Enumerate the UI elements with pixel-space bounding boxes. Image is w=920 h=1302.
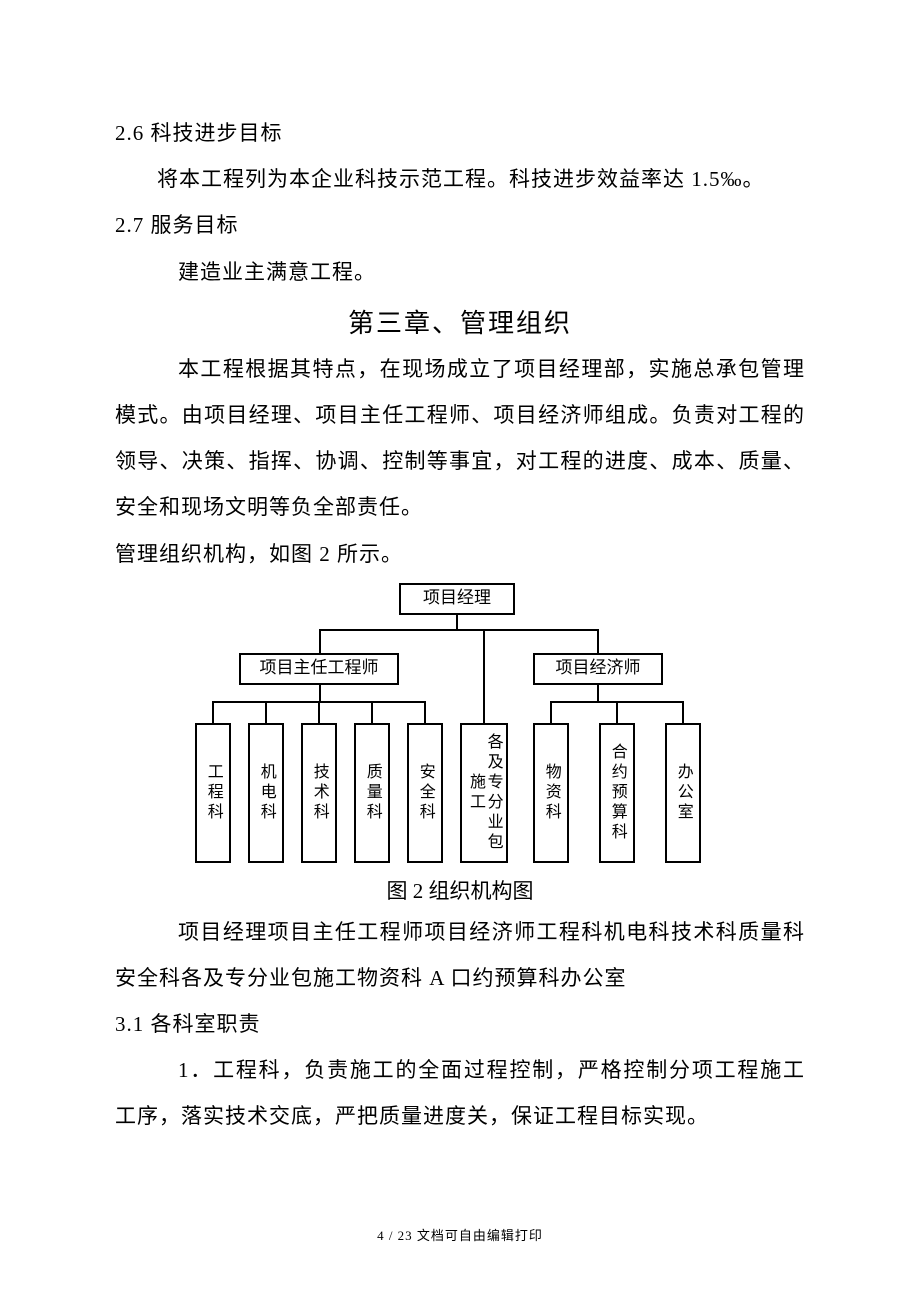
org-connector-14 <box>550 701 552 723</box>
org-connector-11 <box>483 629 485 723</box>
section-3-1-item-1: 1．工程科，负责施工的全面过程控制，严格控制分项工程施工工序，落实技术交底，严把… <box>115 1047 805 1139</box>
org-node-l1: 机电科 <box>248 723 284 863</box>
org-node-l4: 安全科 <box>407 723 443 863</box>
figure-2-caption: 图 2 组织机构图 <box>115 875 805 905</box>
org-connector-15 <box>616 701 618 723</box>
org-connector-8 <box>318 701 320 723</box>
page-footer: 4 / 23 文档可自由编辑打印 <box>0 1225 920 1244</box>
section-2-6-body: 将本工程列为本企业科技示范工程。科技进步效益率达 1.5‰。 <box>115 156 805 202</box>
org-node-right: 项目经济师 <box>533 653 663 685</box>
org-connector-7 <box>265 701 267 723</box>
section-3-1-title: 3.1 各科室职责 <box>115 1001 805 1047</box>
org-connector-4 <box>319 685 321 701</box>
org-node-left: 项目主任工程师 <box>239 653 399 685</box>
section-2-7-title: 2.7 服务目标 <box>115 202 805 248</box>
org-connector-10 <box>424 701 426 723</box>
chapter-3-para-3: 项目经理项目主任工程师项目经济师工程科机电科技术科质量科安全科各及专分业包施工物… <box>115 909 805 1001</box>
section-2-7-body: 建造业主满意工程。 <box>115 249 805 295</box>
org-node-l8: 办公室 <box>665 723 701 863</box>
chapter-3-para-2: 管理组织机构，如图 2 所示。 <box>115 531 805 577</box>
org-connector-2 <box>319 629 321 653</box>
org-node-l0: 工程科 <box>195 723 231 863</box>
org-node-l5: 各及专分业包施工 <box>460 723 508 863</box>
org-node-l3: 质量科 <box>354 723 390 863</box>
org-chart: 项目经理项目主任工程师 项目经济师工程科机电科技术科质量科安全科各及专分业包施工物… <box>195 583 725 869</box>
org-node-l7: 合约预算科 <box>599 723 635 863</box>
org-node-l6: 物资科 <box>533 723 569 863</box>
org-connector-6 <box>212 701 214 723</box>
org-node-l2: 技术科 <box>301 723 337 863</box>
org-node-top: 项目经理 <box>399 583 515 615</box>
org-connector-16 <box>682 701 684 723</box>
org-connector-1 <box>319 629 599 631</box>
chapter-3-title: 第三章、管理组织 <box>115 303 805 340</box>
org-connector-9 <box>371 701 373 723</box>
document-page: 2.6 科技进步目标 将本工程列为本企业科技示范工程。科技进步效益率达 1.5‰… <box>0 0 920 1302</box>
org-connector-0 <box>456 615 458 629</box>
org-connector-12 <box>597 685 599 701</box>
section-2-6-title: 2.6 科技进步目标 <box>115 110 805 156</box>
chapter-3-para-1: 本工程根据其特点，在现场成立了项目经理部，实施总承包管理模式。由项目经理、项目主… <box>115 346 805 531</box>
org-connector-3 <box>597 629 599 653</box>
